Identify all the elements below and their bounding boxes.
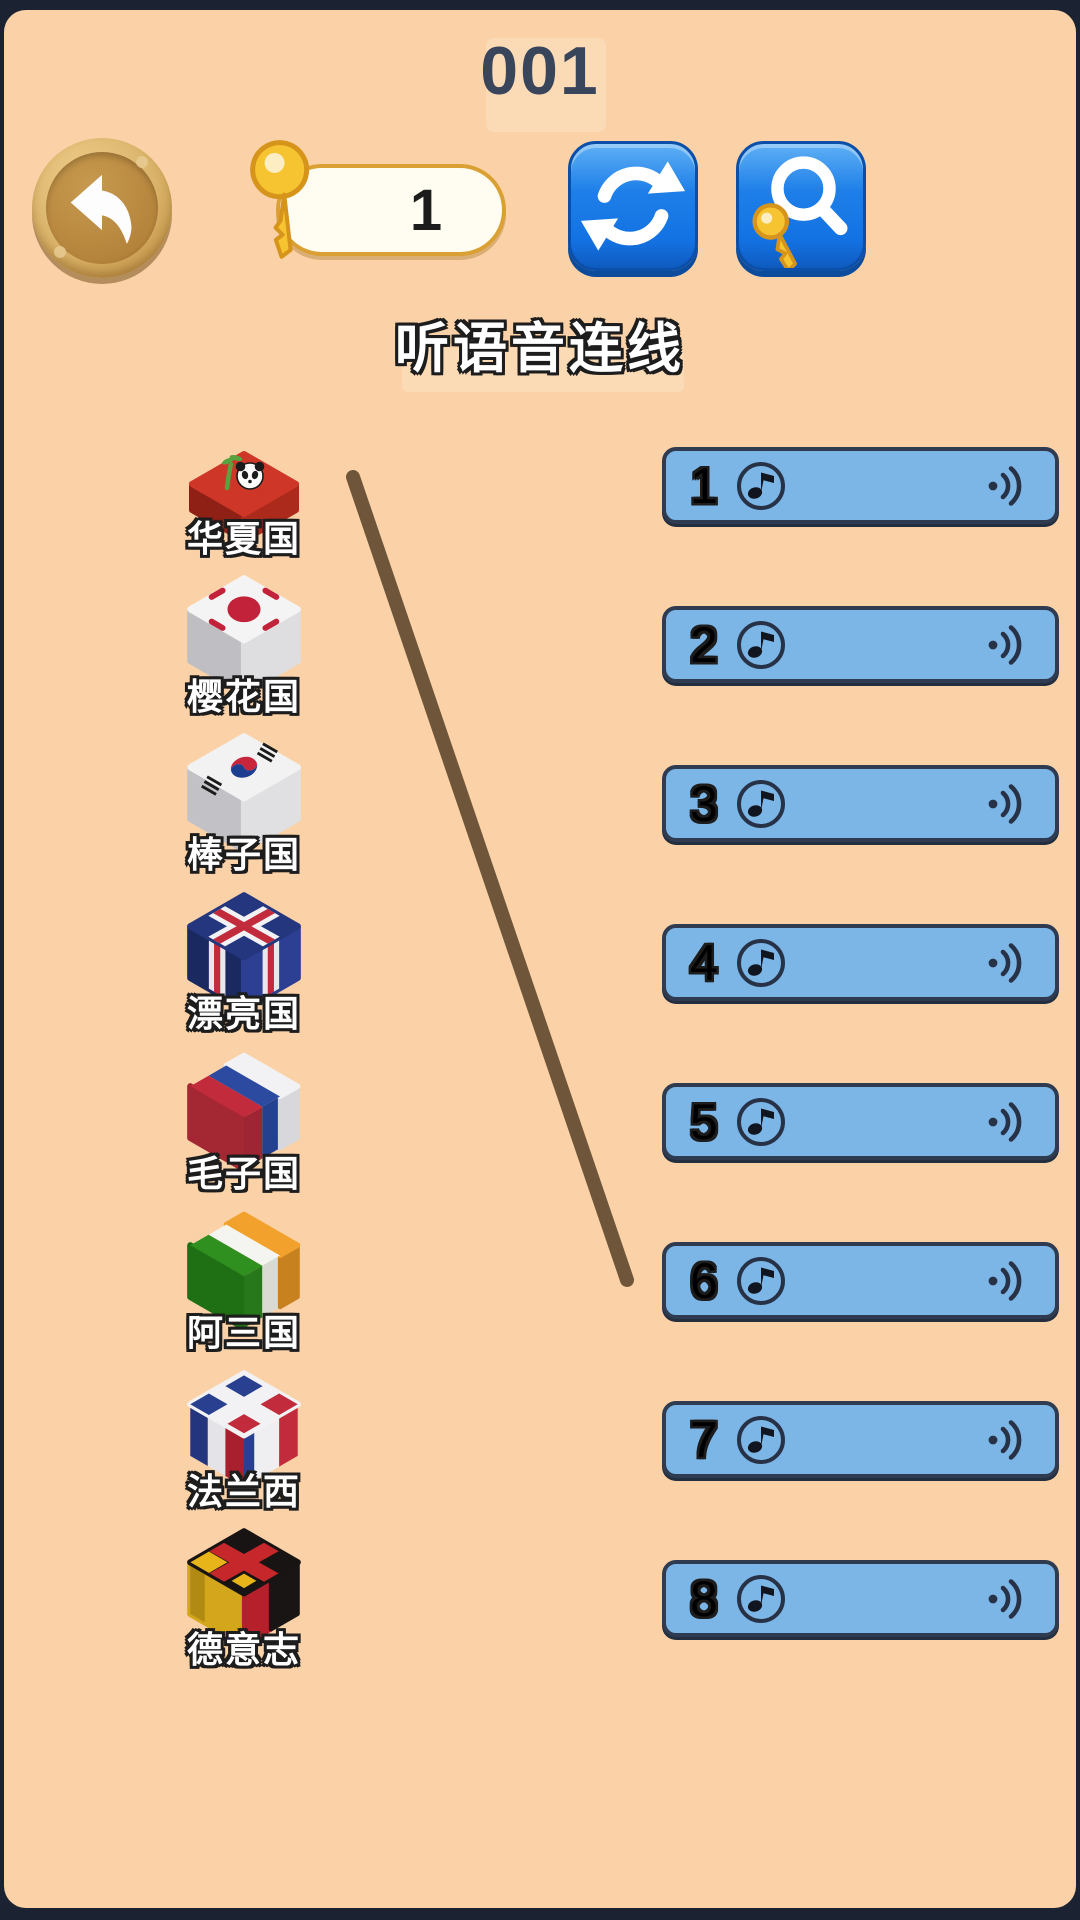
sound-wave-icon <box>988 1101 1022 1142</box>
refresh-icon <box>580 161 686 251</box>
game-title: 听语音连线 <box>395 319 685 379</box>
flag-item-deyizhi[interactable]: 德意志 <box>144 1523 344 1673</box>
key-icon <box>250 140 310 259</box>
flag-label: 法兰西 <box>186 1471 301 1512</box>
flag-item-bangzi[interactable]: 棒子国 <box>144 728 344 878</box>
germany-cube <box>187 1528 301 1647</box>
audio-button-number: 6 <box>690 1252 718 1309</box>
sound-wave-icon <box>988 942 1022 983</box>
music-note-icon <box>736 1574 785 1623</box>
audio-button-2[interactable]: 2 <box>662 606 1059 683</box>
refresh-button[interactable] <box>568 141 698 271</box>
flag-item-asan[interactable]: 阿三国 <box>144 1206 344 1356</box>
audio-button-7[interactable]: 7 <box>662 1401 1059 1478</box>
audio-button-number: 4 <box>690 934 718 991</box>
level-number: 001 <box>480 33 600 109</box>
sound-wave-icon <box>988 1260 1022 1301</box>
audio-button-number: 1 <box>690 457 718 514</box>
key-counter[interactable]: 1 <box>232 136 522 262</box>
flag-label: 华夏国 <box>186 518 301 559</box>
back-arrow-icon <box>70 174 132 244</box>
music-note-icon <box>736 620 785 669</box>
flag-item-falanxi[interactable]: 法兰西 <box>144 1365 344 1515</box>
blue-red-cross-cube <box>187 892 301 1011</box>
music-note-icon <box>736 1256 785 1305</box>
game-screen: 001 1 <box>4 10 1076 1908</box>
flag-item-maozi[interactable]: 毛子国 <box>144 1047 344 1197</box>
rivet-dot <box>54 246 66 258</box>
audio-button-5[interactable]: 5 <box>662 1083 1059 1160</box>
india-cube <box>187 1211 301 1330</box>
audio-button-6[interactable]: 6 <box>662 1242 1059 1319</box>
sound-wave-icon <box>988 783 1022 824</box>
magnifier-key-icon <box>752 156 848 268</box>
china-panda-cube <box>189 451 299 543</box>
flag-label: 阿三国 <box>186 1312 301 1353</box>
france-cube <box>187 1370 301 1487</box>
sound-wave-icon <box>988 624 1022 665</box>
sound-wave-icon <box>988 1578 1022 1619</box>
music-note-icon <box>736 938 785 987</box>
music-note-icon <box>736 461 785 510</box>
music-note-icon <box>736 779 785 828</box>
japan-cube <box>187 575 301 694</box>
title-highlight <box>402 348 684 392</box>
audio-button-4[interactable]: 4 <box>662 924 1059 1001</box>
music-note-icon <box>736 1097 785 1146</box>
sound-wave-icon <box>988 1419 1022 1460</box>
hint-button[interactable] <box>736 141 866 271</box>
audio-button-number: 2 <box>690 616 718 673</box>
flag-item-piaoliang[interactable]: 漂亮国 <box>144 887 344 1037</box>
flag-label: 樱花国 <box>186 676 301 717</box>
back-button[interactable] <box>32 138 172 278</box>
audio-button-1[interactable]: 1 <box>662 447 1059 524</box>
flag-label: 棒子国 <box>186 834 301 875</box>
audio-button-number: 5 <box>690 1093 718 1150</box>
flag-label: 德意志 <box>186 1629 301 1670</box>
audio-button-number: 8 <box>690 1570 718 1627</box>
audio-button-number: 7 <box>690 1411 718 1468</box>
audio-button-3[interactable]: 3 <box>662 765 1059 842</box>
flag-item-huaxia[interactable]: 华夏国 <box>144 434 344 562</box>
sound-wave-icon <box>988 465 1022 506</box>
audio-button-number: 3 <box>690 775 718 832</box>
key-count-value: 1 <box>409 177 443 243</box>
flag-label: 漂亮国 <box>186 993 301 1034</box>
audio-button-8[interactable]: 8 <box>662 1560 1059 1637</box>
rivet-dot <box>136 156 148 168</box>
flag-label: 毛子国 <box>186 1153 301 1194</box>
key-count-pill: 1 <box>276 164 506 256</box>
korea-cube <box>187 733 301 852</box>
flag-item-yinghua[interactable]: 樱花国 <box>144 570 344 720</box>
russia-cube <box>187 1052 301 1171</box>
level-highlight <box>486 38 606 132</box>
music-note-icon <box>736 1415 785 1464</box>
